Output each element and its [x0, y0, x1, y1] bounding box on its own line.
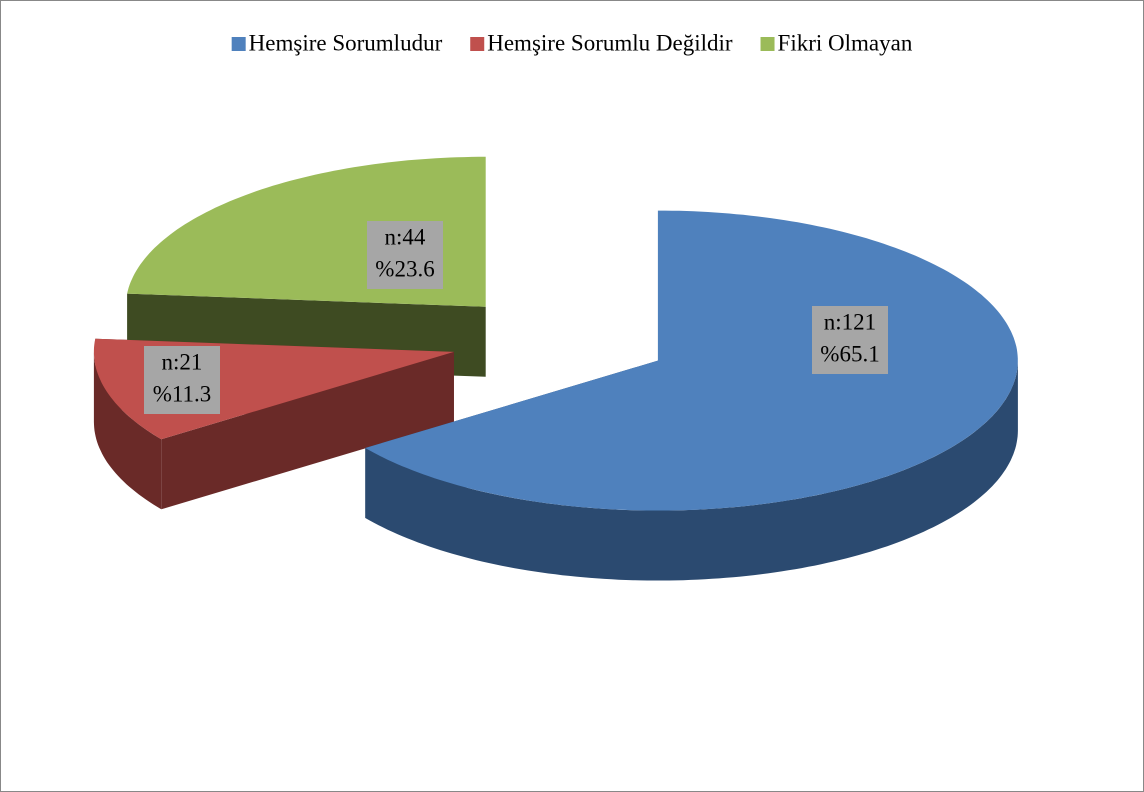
slice-top — [365, 210, 1018, 511]
legend-label: Hemşire Sorumlu Değildir — [487, 30, 733, 55]
data-label-box — [367, 221, 443, 289]
slice-side — [93, 351, 162, 510]
legend-swatch — [231, 37, 246, 51]
data-label-box — [144, 346, 220, 414]
legend-label: Hemşire Sorumludur — [249, 30, 443, 55]
slice-side — [365, 360, 1018, 581]
data-label-percent: %11.3 — [153, 381, 212, 406]
data-label-count: n:121 — [824, 309, 876, 334]
data-label-count: n:21 — [162, 349, 203, 374]
legend-swatch — [760, 37, 775, 51]
legend: Hemşire Sorumludur Hemşire Sorumlu Değild… — [231, 30, 913, 55]
data-label-percent: %23.6 — [375, 256, 434, 281]
legend-swatch — [470, 37, 485, 51]
pie-slice — [365, 210, 1018, 581]
data-label-percent: %65.1 — [820, 341, 879, 366]
legend-label: Fikri Olmayan — [778, 30, 913, 55]
data-label-count: n:44 — [385, 224, 426, 249]
data-label-box — [812, 306, 888, 374]
